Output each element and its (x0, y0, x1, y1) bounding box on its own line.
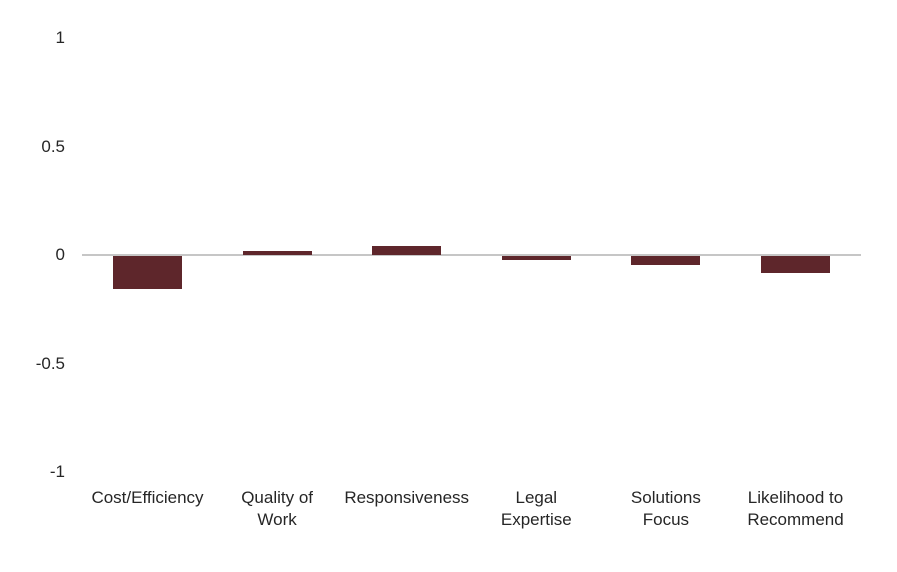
y-axis-tick-label: 1 (55, 28, 65, 47)
x-axis-category-label-line: Focus (642, 510, 690, 529)
x-axis-category-label-line: Recommend (747, 510, 844, 529)
zero-axis-line (82, 254, 861, 256)
x-axis-category-label-line: Responsiveness (344, 488, 470, 507)
bar-cost-efficiency (113, 256, 182, 289)
x-axis-category-label-line: Solutions (630, 488, 701, 507)
y-axis-tick-label: -0.5 (35, 353, 65, 373)
y-axis-tick-label: -1 (49, 462, 65, 481)
x-axis-category-label-line: Legal (515, 488, 558, 507)
y-axis-tick-label: 0 (55, 245, 65, 264)
x-axis-category-label: Solutions Focus (600, 487, 732, 531)
x-axis-category-label: Likelihood to Recommend (730, 487, 862, 531)
x-axis-category-label: Quality of Work (211, 487, 343, 531)
x-axis-category-label-line: Quality of (241, 488, 313, 507)
bar-solutions-focus (631, 256, 701, 265)
x-axis-category-label: Cost/Efficiency (82, 487, 214, 509)
bar-responsiveness (372, 246, 442, 255)
x-axis-category-label-line: Likelihood to (747, 488, 844, 507)
x-axis-category-label: Legal Expertise (470, 487, 602, 531)
y-axis-tick-label: 0.5 (41, 136, 65, 156)
bar-quality-of-work (242, 250, 312, 255)
bar-legal-expertise (501, 256, 571, 261)
x-axis-category-label-line: Expertise (500, 510, 572, 529)
x-axis-category-label: Responsiveness (341, 487, 473, 509)
bar-likelihood-to-recommend (761, 256, 830, 274)
x-axis-category-label-line: Cost/Efficiency (91, 488, 204, 507)
x-axis-category-label-line: Work (257, 510, 297, 529)
